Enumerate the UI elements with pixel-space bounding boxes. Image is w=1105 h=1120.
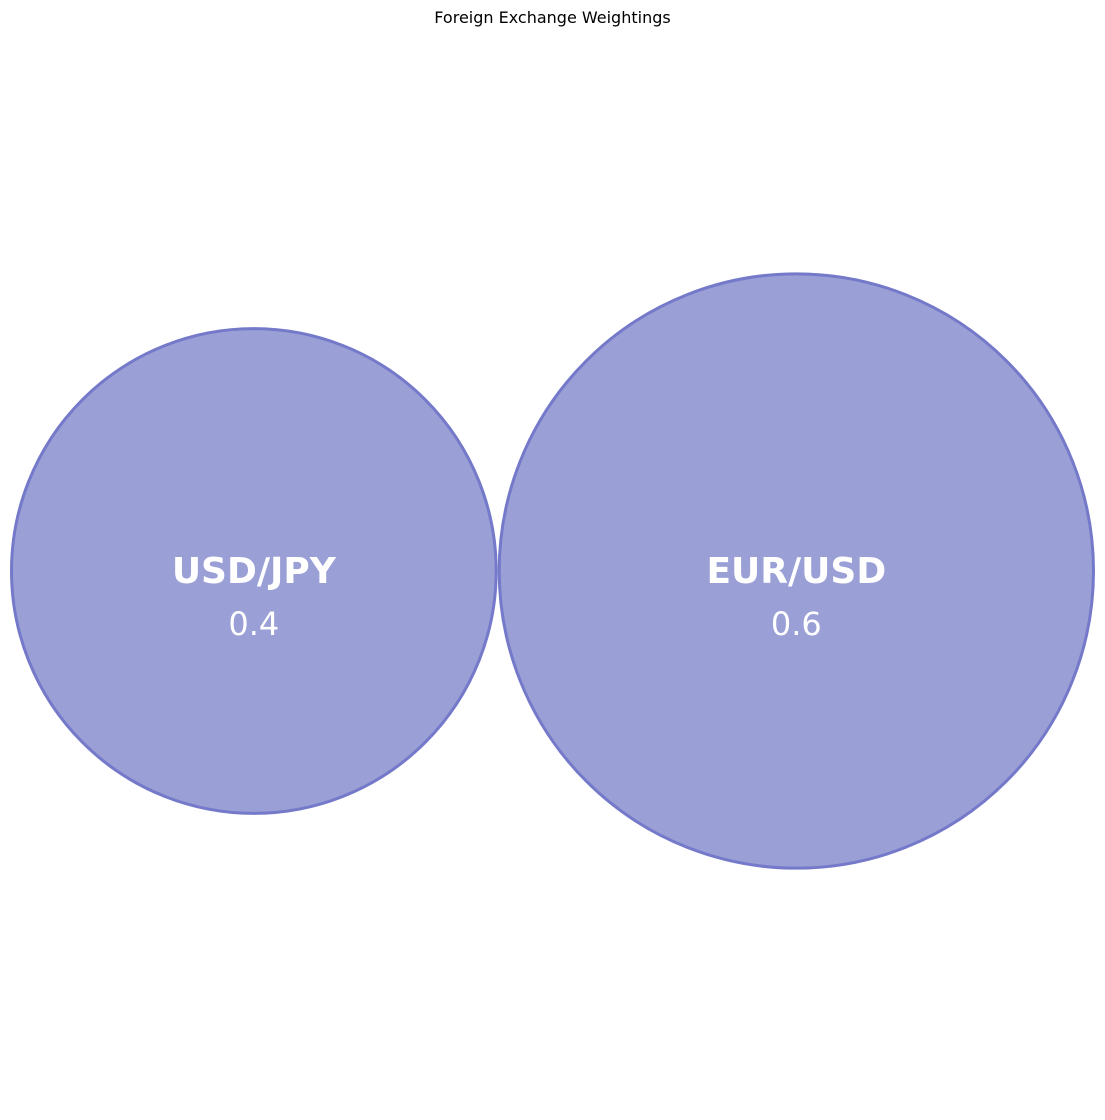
bubble-eur-usd: EUR/USD 0.6 <box>497 272 1096 870</box>
bubble-value-label: 0.6 <box>771 605 822 643</box>
bubble-circle <box>497 272 1096 870</box>
bubble-name-label: EUR/USD <box>706 551 886 592</box>
bubble-name-label: USD/JPY <box>172 551 337 592</box>
chart-title: Foreign Exchange Weightings <box>434 8 671 27</box>
bubble-layer: USD/JPY 0.4 EUR/USD 0.6 <box>10 272 1096 870</box>
bubble-circle <box>10 327 498 815</box>
bubble-usd-jpy: USD/JPY 0.4 <box>10 327 498 815</box>
bubble-value-label: 0.4 <box>228 605 279 643</box>
